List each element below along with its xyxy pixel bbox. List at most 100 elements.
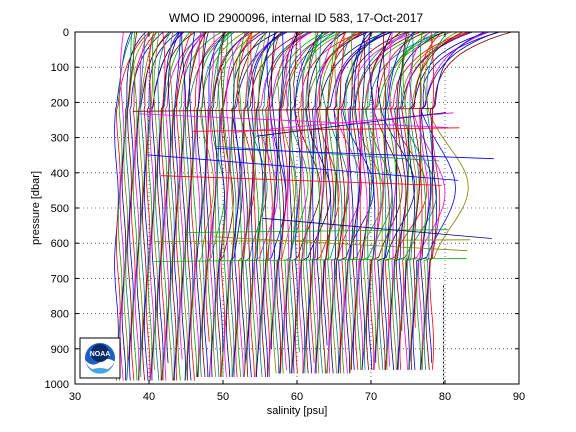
salinity-profile-line — [345, 32, 372, 374]
salinity-profile-line — [194, 32, 202, 378]
salinity-profile-line — [289, 32, 336, 374]
x-tick-label: 80 — [439, 391, 451, 403]
salinity-spike-line — [132, 108, 434, 112]
y-tick-label: 1000 — [45, 379, 69, 391]
salinity-spike-line — [256, 112, 447, 137]
x-tick-label: 50 — [217, 391, 229, 403]
y-tick-label: 400 — [51, 168, 69, 180]
salinity-profile-line — [394, 32, 437, 370]
salinity-profile-line — [207, 32, 229, 378]
salinity-profile-line — [354, 32, 373, 370]
salinity-spike-line — [214, 236, 468, 252]
salinity-profile-line — [360, 32, 371, 370]
salinity-profile-line — [319, 32, 350, 374]
salinity-profile-line — [231, 32, 268, 360]
salinity-profile-line — [300, 32, 346, 374]
salinity-profile-line — [332, 32, 340, 374]
salinity-profile-line — [121, 32, 146, 381]
salinity-profile-line — [382, 32, 415, 370]
y-tick-label: 500 — [51, 203, 69, 215]
salinity-profile-line — [218, 32, 265, 353]
salinity-profile-line — [298, 32, 307, 374]
salinity-profile-line — [248, 32, 283, 378]
y-tick-label: 600 — [51, 238, 69, 250]
salinity-profile-line — [155, 32, 171, 381]
salinity-spike-line — [262, 217, 492, 239]
salinity-profile-line — [341, 32, 384, 374]
salinity-spike-line — [138, 113, 449, 128]
salinity-profile-line — [278, 32, 287, 374]
salinity-profile-line — [168, 32, 174, 381]
salinity-profile-line — [237, 32, 246, 378]
salinity-profile-line — [425, 32, 512, 370]
salinity-profile-line — [390, 32, 444, 370]
salinity-profile-line — [407, 32, 458, 370]
salinity-profile-line — [224, 32, 248, 378]
salinity-profile-line — [229, 32, 237, 378]
salinity-profile-line — [143, 32, 180, 381]
salinity-profile-line — [205, 32, 253, 342]
salinity-profile-line — [311, 32, 321, 374]
y-tick-label: 700 — [51, 273, 69, 285]
x-tick-label: 70 — [365, 391, 377, 403]
salinity-profile-line — [336, 32, 408, 367]
salinity-profile-line — [177, 32, 222, 381]
salinity-profile-line — [160, 32, 166, 381]
salinity-spike-line — [153, 258, 467, 262]
salinity-profile-line — [203, 32, 227, 377]
noaa-logo: NOAA — [79, 337, 121, 379]
salinity-profile-line — [416, 32, 426, 370]
salinity-profile-line — [166, 32, 181, 363]
salinity-profile-line — [114, 32, 132, 363]
salinity-profile-line — [367, 32, 376, 370]
salinity-profile-line — [119, 32, 125, 381]
salinity-profile-line — [179, 32, 207, 360]
x-tick-label: 40 — [143, 391, 155, 403]
salinity-profile-line — [395, 32, 408, 370]
salinity-profile-line — [283, 32, 297, 370]
x-tick-label: 90 — [513, 391, 525, 403]
salinity-profile-line — [418, 32, 490, 370]
x-axis-label: salinity [psu] — [267, 405, 328, 417]
y-tick-label: 300 — [51, 133, 69, 145]
salinity-profile-line — [136, 32, 172, 381]
salinity-profile-line — [358, 32, 411, 370]
salinity-profile-line — [285, 32, 299, 374]
salinity-profile-line — [380, 32, 390, 370]
salinity-profile-line — [142, 32, 170, 381]
salinity-profile-line — [250, 32, 256, 378]
salinity-profile-line — [214, 32, 226, 378]
y-tick-label: 800 — [51, 309, 69, 321]
salinity-profile-line — [159, 32, 180, 381]
salinity-profiles — [114, 32, 512, 381]
salinity-profile-line — [349, 32, 410, 349]
salinity-profile-line — [190, 32, 227, 381]
salinity-profile-line — [412, 32, 500, 370]
salinity-profile-line — [145, 32, 155, 381]
salinity-profile-line — [338, 32, 385, 374]
salinity-profile-line — [242, 32, 251, 378]
y-axis-label: pressure [dbar] — [30, 171, 42, 245]
salinity-spike-line — [215, 146, 440, 162]
y-tick-label: 0 — [63, 27, 69, 39]
salinity-profile-line — [239, 32, 286, 377]
salinity-spike-line — [160, 175, 442, 186]
salinity-profile-line — [356, 32, 429, 370]
salinity-profile-line — [123, 32, 153, 381]
chart-title: WMO ID 2900096, internal ID 583, 17-Oct-… — [169, 11, 423, 25]
salinity-profile-line — [429, 32, 441, 370]
y-tick-label: 100 — [51, 62, 69, 74]
y-tick-label: 200 — [51, 97, 69, 109]
salinity-profile-line — [147, 32, 154, 381]
x-axis-ticks: 30 40 50 60 70 80 90 — [69, 32, 525, 403]
salinity-profile-line — [313, 32, 340, 374]
salinity-profile-line — [131, 32, 158, 381]
salinity-profile-line — [134, 32, 150, 381]
salinity-profile-line — [172, 32, 208, 381]
salinity-profile-line — [188, 32, 196, 381]
salinity-profile-line — [366, 32, 403, 370]
salinity-profile-line — [330, 32, 392, 374]
salinity-profile-line — [369, 32, 426, 370]
noaa-logo-text: NOAA — [90, 351, 111, 358]
